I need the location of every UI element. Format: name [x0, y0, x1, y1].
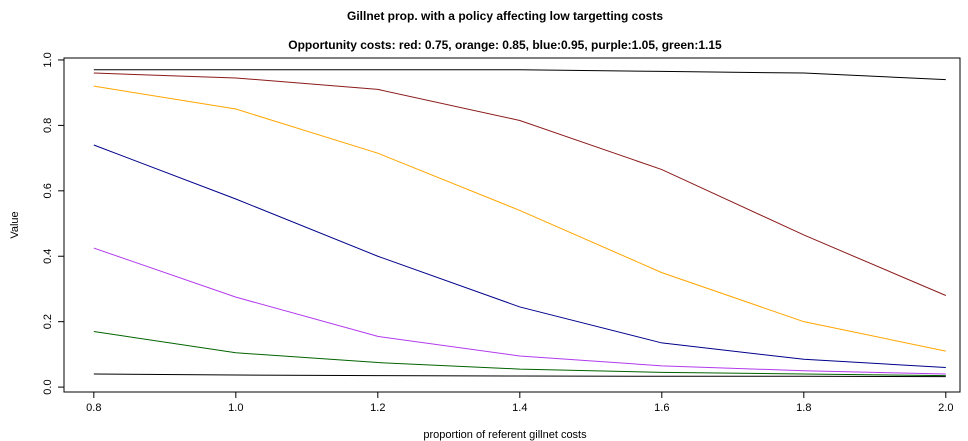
- series-line: [93, 144, 946, 368]
- y-tick-label: 0.0: [42, 379, 54, 394]
- y-tick-label: 1.0: [42, 52, 54, 67]
- x-tick-label: 1.4: [512, 402, 527, 414]
- y-tick-label: 0.6: [42, 183, 54, 198]
- y-tick-label: 0.2: [42, 314, 54, 329]
- y-tick-label: 0.4: [42, 249, 54, 264]
- y-tick-label: 0.8: [42, 118, 54, 133]
- chart-subtitle: Opportunity costs: red: 0.75, orange: 0.…: [288, 38, 722, 52]
- series-line: [93, 330, 946, 377]
- chart-title: Gillnet prop. with a policy affecting lo…: [347, 9, 663, 23]
- y-axis-label: Value: [9, 211, 21, 238]
- x-tick-label: 1.8: [796, 402, 811, 414]
- series-line: [93, 247, 946, 375]
- series-line: [93, 69, 946, 81]
- x-tick-label: 1.2: [370, 402, 385, 414]
- x-tick-label: 1.0: [228, 402, 243, 414]
- series-line: [93, 72, 946, 296]
- series-line: [93, 85, 946, 352]
- x-tick-label: 1.6: [654, 402, 669, 414]
- series-line: [93, 373, 946, 378]
- x-tick-label: 0.8: [86, 402, 101, 414]
- x-axis-label: proportion of referent gillnet costs: [423, 429, 587, 441]
- x-tick-label: 2.0: [938, 402, 953, 414]
- plot-box: [63, 57, 961, 393]
